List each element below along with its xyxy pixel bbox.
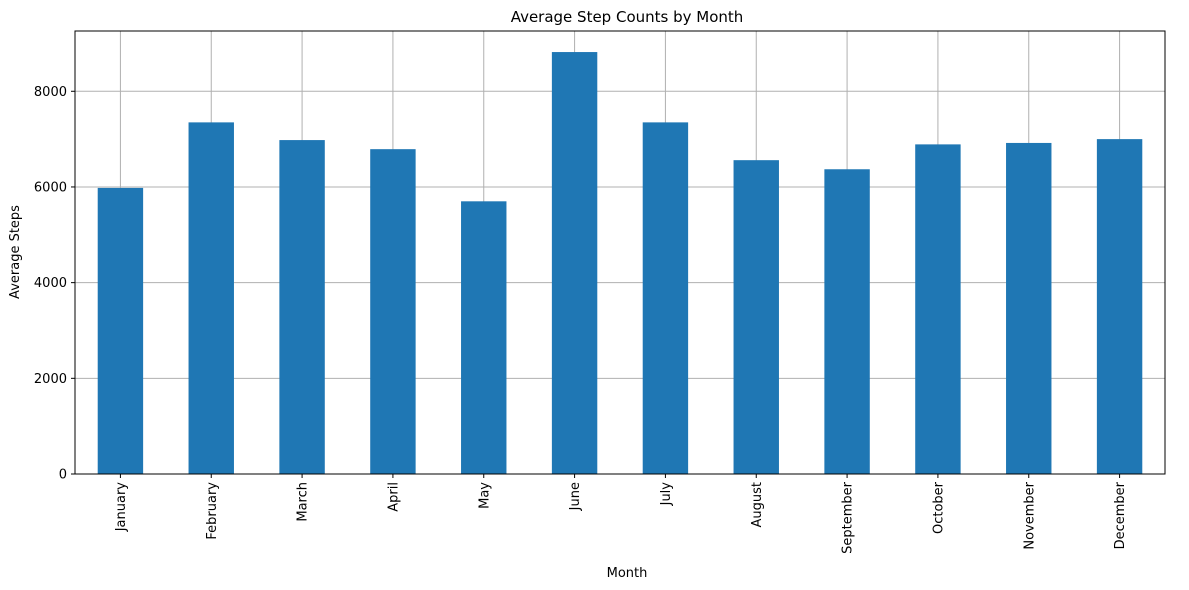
bar	[915, 144, 961, 474]
y-tick-label: 2000	[34, 372, 67, 387]
x-tick-label: February	[205, 482, 220, 540]
x-tick-label: January	[114, 482, 129, 533]
bars-layer	[97, 52, 1143, 475]
x-tick-label: August	[750, 482, 765, 528]
bar	[551, 52, 598, 474]
x-tick-label: March	[296, 482, 311, 522]
x-tick-label: October	[931, 481, 946, 534]
bar	[370, 149, 416, 474]
bar	[97, 187, 144, 474]
bar	[461, 201, 507, 474]
bar	[279, 140, 325, 474]
x-tick-label: December	[1113, 481, 1128, 549]
x-tick-label: May	[477, 482, 492, 509]
bar	[824, 169, 870, 474]
bar	[733, 160, 779, 475]
x-tick-label: June	[568, 482, 583, 511]
y-tick-label: 8000	[34, 85, 67, 100]
bar	[188, 122, 234, 475]
grid-layer	[75, 31, 1165, 475]
axes-layer: 0 2000 4000 6000 8000 January February March Apr…	[34, 30, 1166, 554]
plot-frame	[74, 30, 1166, 475]
x-axis-label: Month	[607, 566, 648, 581]
x-tick-label: July	[659, 482, 674, 507]
y-tick-label: 4000	[34, 276, 67, 291]
labels-layer: Average Step Counts by Month Month Avera…	[8, 8, 743, 581]
bar	[642, 122, 689, 475]
y-axis-label: Average Steps	[8, 205, 23, 299]
x-tick-label: April	[386, 482, 401, 512]
bar	[1006, 142, 1052, 475]
x-tick-label: September	[841, 481, 856, 554]
bar	[1096, 139, 1143, 475]
y-tick-label: 6000	[34, 180, 67, 195]
x-tick-label: November	[1022, 481, 1037, 549]
y-tick-label: 0	[59, 468, 67, 483]
chart-title: Average Step Counts by Month	[511, 8, 744, 26]
